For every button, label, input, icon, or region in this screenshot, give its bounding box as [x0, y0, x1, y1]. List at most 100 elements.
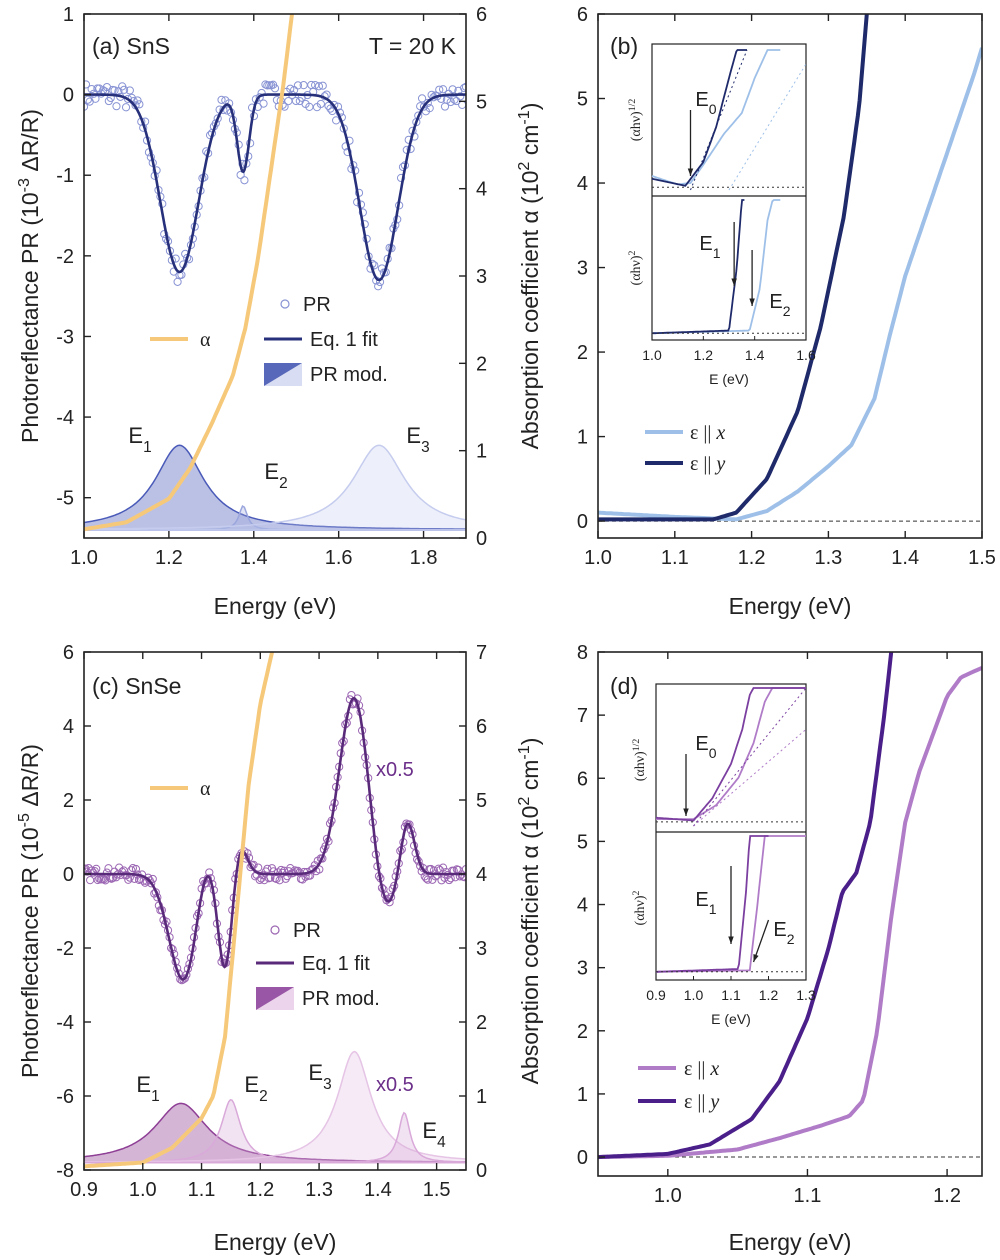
panel-a-right-ytick-label: 1: [476, 441, 487, 463]
panel-c-pr-point: [182, 970, 191, 979]
panel-a-pr-point: [217, 95, 226, 104]
panel-d-inset-label-E1: E1: [695, 889, 716, 917]
panel-a-ylabel-right: Absorption coefficient α (102 cm-1): [515, 103, 543, 450]
panel-a-right-ytick-label: 2: [476, 353, 487, 375]
panel-a-pr-point: [173, 277, 182, 286]
panel-a-pr-point: [374, 282, 383, 291]
panel-c-left-ytick-label: 4: [63, 716, 74, 738]
panel-c-xtick-label: 1.5: [423, 1179, 451, 1201]
panel-c-left-ytick-label: 0: [63, 864, 74, 886]
panel-a-legend-pr: PR: [303, 294, 331, 316]
panel-a-pr-point: [293, 81, 303, 90]
panel-b: 1.0 1.1 1.2 1.3 1.4 1.5 0 1 2 3 4 5 6 Energy (eV) (b) ε…: [577, 4, 996, 619]
panel-a-legend-fit: Eq. 1 fit: [310, 329, 378, 351]
panel-c-plot-area: [84, 652, 466, 1169]
panel-c-frame: [83, 651, 467, 1171]
panel-d-ytick-label: 6: [577, 768, 588, 790]
panel-a-pr-point: [360, 220, 369, 229]
panel-a-pr-point: [125, 86, 134, 95]
panel-d-inset-xtick-label: 1.1: [721, 987, 741, 1003]
panel-c-pr-point: [131, 864, 141, 874]
panel-d-ytick-label: 7: [577, 705, 588, 727]
panel-c-xtick-label: 0.9: [70, 1179, 98, 1201]
panel-a-pr-point: [458, 100, 466, 109]
panel-a-legend-alpha: α: [200, 329, 211, 351]
panel-d-ytick-label: 0: [577, 1147, 588, 1169]
panel-d-ytick-label: 3: [577, 958, 588, 980]
panel-d-xtick-label: 1.1: [794, 1185, 822, 1207]
panel-b-xtick-label: 1.5: [968, 547, 996, 569]
panel-c-right-ytick-label: 3: [476, 938, 487, 960]
panel-a-pr-point: [123, 94, 133, 104]
panel-b-inset-frame: [651, 43, 807, 341]
panel-b-inset-xtick-label: 1.0: [642, 347, 662, 363]
panel-b-xtick-label: 1.0: [584, 547, 612, 569]
panel-d-inset-label-E0: E0: [695, 733, 716, 761]
panel-a-pr-point: [236, 170, 245, 180]
panel-a-xlabel: Energy (eV): [214, 593, 337, 619]
panel-a-alpha-line: [84, 14, 294, 532]
panel-a-fit-line: [84, 93, 466, 282]
panel-a-peak-label-E3: E3: [406, 423, 429, 456]
panel-c-modulus-peak-1: [84, 1102, 466, 1164]
panel-d-series-2: [598, 652, 894, 1160]
panel-c-pr-point: [422, 874, 431, 883]
panel-b-inset-label-E0: E0: [695, 89, 716, 117]
panel-d-inset-bottom-y: [656, 835, 769, 973]
panel-a-legend-pr-marker: [280, 299, 290, 309]
panel-a-xtick-label: 1.8: [410, 547, 438, 569]
panel-a-pr-point: [459, 83, 466, 93]
panel-c-label: (c) SnSe: [92, 673, 181, 699]
panel-a-pr-point: [91, 94, 100, 103]
panel-b-series-2: [598, 14, 869, 522]
panel-a-pr-point: [396, 173, 406, 183]
panel-b-ytick-label: 0: [577, 511, 588, 533]
panel-c-pr-point: [92, 864, 101, 873]
panel-b-ytick-label: 4: [577, 173, 588, 195]
panel-c-peak-label-E4: E4: [422, 1118, 446, 1151]
panel-c-pr-point: [423, 875, 432, 884]
panel-d-xtick-label: 1.0: [654, 1185, 682, 1207]
panel-a-pr-point: [160, 229, 169, 239]
panel-d-label: (d): [610, 673, 638, 699]
panel-b-inset-arrow-e1-head: [731, 278, 737, 286]
panel-c-fit-line: [84, 696, 466, 981]
panel-b-frame: [597, 13, 983, 539]
panel-c-peak-label-E3: E3: [308, 1060, 331, 1093]
panel-b-inset-arrow-e2-head: [749, 298, 755, 306]
panel-d-inset-top-y: [655, 687, 806, 822]
panel-a-left-ytick-label: 1: [63, 4, 74, 26]
panel-a-xtick-label: 1.6: [325, 547, 353, 569]
panel-b-inset-xtick-label: 1.2: [694, 347, 714, 363]
panel-c-pr-point: [101, 876, 110, 885]
panel-b-label: (b): [610, 33, 638, 59]
panel-a-xtick-label: 1.2: [155, 547, 183, 569]
panel-a-pr-point: [318, 81, 327, 90]
panel-a-pr-point: [112, 102, 121, 111]
panel-c-alpha-line: [84, 652, 275, 1169]
panel-b-ytick-label: 2: [577, 342, 588, 364]
panel-d-inset-xtick-label: 1.3: [796, 987, 816, 1003]
panel-c-pr-point: [254, 863, 263, 872]
panel-c-right-ytick-label: 5: [476, 790, 487, 812]
panel-c-left-ytick-label: -4: [56, 1012, 74, 1034]
panel-c-pr-point: [147, 879, 156, 888]
panel-b-inset-arrow-e0-head: [687, 168, 694, 176]
panel-a-pr-point: [456, 92, 465, 101]
panel-c-ylabel-right: Absorption coefficient α (102 cm-1): [515, 738, 543, 1085]
panel-a-right-ytick-label: 5: [476, 91, 487, 113]
panel-a-left-ytick-label: -4: [56, 407, 74, 429]
panel-b-ytick-label: 6: [577, 4, 588, 26]
panel-c-pr-point: [104, 864, 113, 873]
panel-b-inset-top-y: [651, 49, 747, 187]
panel-b-ytick-label: 3: [577, 258, 588, 280]
panel-b-inset-xlabel: E (eV): [709, 371, 749, 387]
panel-c-pr-point: [203, 874, 212, 883]
panel-b-plot-area: [598, 14, 982, 522]
panel-b-inset: E0 E1 E2 1.0 1.2 1.4 1.6 E (eV) (αhν)1/2 (αhν)2: [627, 43, 816, 387]
panel-c-legend-pr: PR: [293, 920, 321, 942]
panel-b-inset-ylabel-bottom: (αhν)2: [627, 250, 645, 285]
panel-a-xtick-label: 1.0: [70, 547, 98, 569]
panel-d-inset-arrow-e0-head: [683, 808, 689, 816]
panel-d-inset-xtick-label: 0.9: [646, 987, 666, 1003]
